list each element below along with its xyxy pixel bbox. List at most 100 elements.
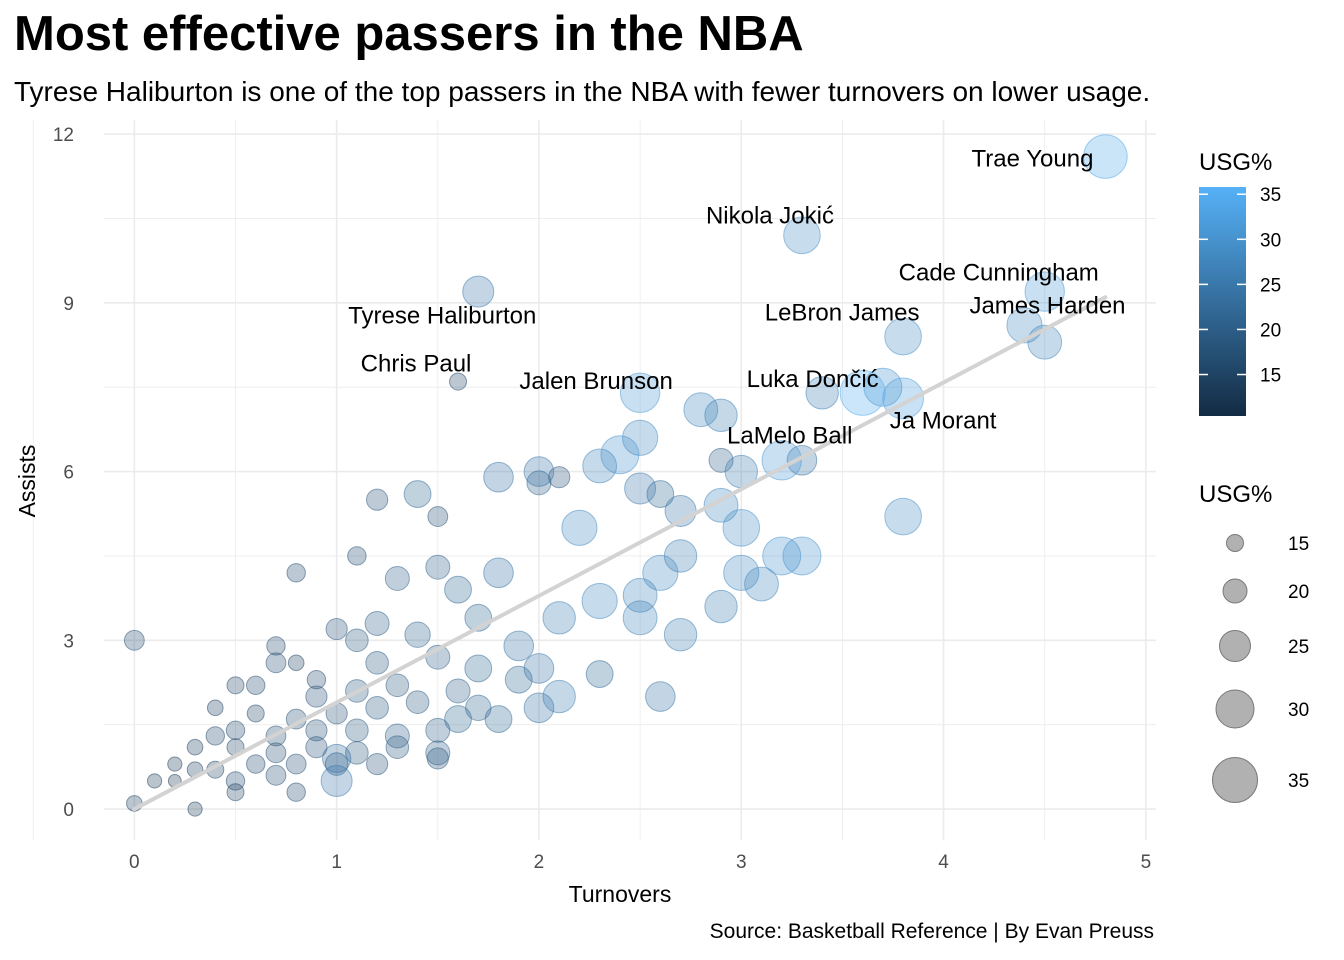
player-point (320, 764, 353, 797)
size-legend-keys: 15 20 25 30 35 (1212, 534, 1309, 803)
player-point (365, 696, 389, 720)
player-point (427, 506, 449, 527)
player-point (246, 675, 266, 696)
player-point (225, 720, 246, 741)
player-point (582, 448, 618, 484)
y-tick-label: 3 (63, 631, 74, 652)
player-point (364, 610, 390, 636)
player-point (542, 601, 576, 635)
player-label: LaMelo Ball (727, 422, 852, 449)
player-point (722, 509, 761, 547)
player-point (425, 554, 451, 580)
player-point (504, 665, 533, 694)
player-point (483, 461, 514, 493)
trend-line (132, 295, 1108, 812)
player-point (585, 660, 614, 688)
player-point (425, 717, 451, 743)
player-point (366, 488, 389, 511)
player-point (782, 536, 822, 576)
y-tick-label: 9 (63, 294, 74, 315)
highlighted-player-point (619, 372, 661, 414)
highlighted-player-point (449, 372, 468, 391)
highlighted-player-point (839, 369, 886, 416)
chart-title: Most effective passers in the NBA (14, 7, 804, 61)
player-point (744, 566, 779, 602)
color-legend-bar (1199, 187, 1246, 416)
y-tick-label: 12 (53, 125, 74, 146)
player-labels: Trae Young Nikola Jokić Cade Cunningham Tyr… (348, 146, 1125, 450)
player-point (225, 771, 246, 791)
player-label: Tyrese Haliburton (348, 303, 536, 330)
player-point (444, 705, 472, 733)
player-point (287, 654, 305, 672)
player-point (345, 718, 369, 743)
player-label: LeBron James (765, 300, 920, 327)
player-point (581, 582, 618, 620)
player-point (167, 756, 183, 772)
player-point (704, 398, 738, 433)
player-point (683, 392, 719, 428)
player-point (663, 617, 698, 652)
player-point (226, 676, 245, 695)
player-point (384, 565, 410, 591)
highlighted-player-point (462, 275, 495, 308)
size-legend-title: USG% (1199, 481, 1272, 508)
color-legend-title: USG% (1199, 149, 1272, 176)
color-legend-ticks: 15 20 25 30 35 (1199, 185, 1281, 387)
player-point (345, 628, 369, 653)
player-point (385, 673, 410, 698)
player-point (322, 743, 352, 774)
trend-line-group (132, 295, 1108, 812)
player-point (246, 704, 265, 723)
player-point (206, 699, 224, 717)
player-point (404, 621, 431, 648)
player-label: Nikola Jokić (706, 202, 834, 229)
player-point (306, 669, 327, 690)
player-point (305, 736, 328, 759)
highlighted-player-point (783, 216, 821, 255)
size-legend-label: 30 (1288, 700, 1309, 721)
player-point (704, 589, 738, 624)
player-point (266, 636, 286, 656)
x-axis-title: Turnovers (569, 881, 672, 907)
player-point (642, 554, 679, 591)
x-tick-label: 3 (736, 852, 747, 873)
size-legend-swatch (1219, 630, 1251, 662)
player-label: Ja Morant (890, 407, 997, 434)
player-point (884, 497, 922, 536)
x-tick-label: 4 (938, 852, 949, 873)
player-point (265, 764, 287, 786)
player-point (503, 630, 535, 662)
player-point (246, 754, 266, 774)
player-point (403, 480, 432, 508)
player-point (863, 367, 903, 407)
player-point (286, 782, 306, 802)
player-point (723, 554, 760, 591)
color-legend-tick-label: 15 (1260, 366, 1281, 387)
player-point (526, 470, 552, 496)
player-label: Jalen Brunson (519, 368, 672, 395)
size-legend-label: 15 (1288, 534, 1309, 555)
player-point (324, 752, 349, 776)
y-axis-title: Assists (14, 445, 40, 518)
chart-caption: Source: Basketball Reference | By Evan P… (709, 920, 1154, 943)
player-point (205, 726, 225, 746)
chart-subtitle: Tyrese Haliburton is one of the top pass… (14, 76, 1151, 107)
size-legend-label: 20 (1288, 582, 1309, 603)
grid (32, 120, 1156, 840)
player-label: James Harden (969, 292, 1125, 319)
highlighted-player-point (761, 440, 802, 481)
player-point (186, 738, 204, 756)
x-tick-label: 0 (129, 852, 140, 873)
player-point (523, 456, 555, 487)
highlighted-player-point (884, 317, 922, 356)
player-point (483, 557, 514, 589)
player-point (805, 376, 839, 410)
data-points (123, 134, 1128, 817)
player-point (484, 705, 513, 733)
player-point (523, 692, 555, 724)
size-legend-swatch (1222, 578, 1248, 604)
player-point (285, 753, 307, 775)
